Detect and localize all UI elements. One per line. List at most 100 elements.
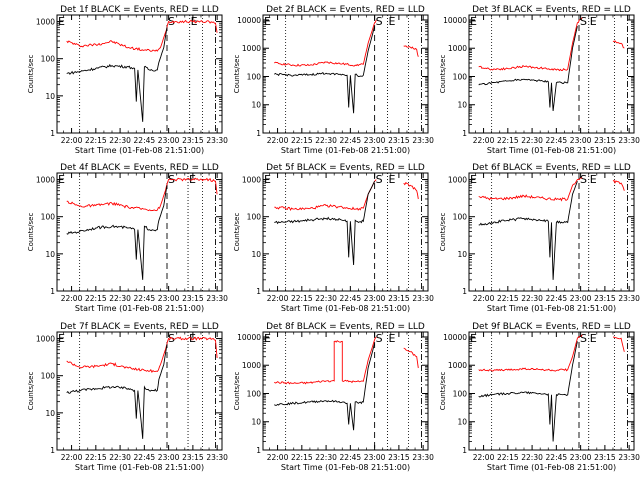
x-tick-label: 22:00 [473,294,495,303]
series-lld-line [478,334,583,372]
series-group [274,179,419,266]
x-tick-label: 23:30 [618,136,640,145]
x-axis-label: Start Time (01-Feb-08 21:51:00) [75,304,204,313]
panel-title: Det 7f BLACK = Events, RED = LLD [60,322,219,332]
series-events-line [274,343,376,431]
y-tick-label: 1 [50,446,55,455]
y-axis-label: Counts/sec [233,372,241,411]
y-tick-label: 100 [247,213,262,222]
marker-label-s: S [580,173,587,186]
y-tick-label: 10 [251,101,261,110]
y-tick-label: 1000 [242,361,261,370]
series-lld-line [478,177,583,202]
series-events-line [478,26,578,112]
x-tick-label: 22:30 [521,136,543,145]
x-tick-label: 22:15 [291,136,313,145]
x-tick-label: 23:00 [570,294,592,303]
y-tick-label: 100 [41,55,56,64]
x-tick-label: 23:30 [618,453,640,462]
x-tick-label: 22:15 [85,453,107,462]
y-tick-label: 100 [453,72,468,81]
series-lld-line [66,336,218,373]
series-group [66,177,218,280]
marker-label-e: E [389,332,396,345]
plot-frame [262,331,429,451]
x-axis-label: Start Time (01-Feb-08 21:51:00) [281,146,410,155]
series-events-line [478,341,578,442]
x-tick-label: 23:30 [412,294,434,303]
x-tick-label: 22:15 [497,294,519,303]
y-tick-label: 10 [457,250,467,259]
y-tick-label: 100 [41,213,56,222]
marker-label-s: S [168,332,175,345]
plot-frame [468,172,635,292]
x-tick-label: 23:00 [570,453,592,462]
y-tick-label: 10 [457,101,467,110]
x-tick-label: 23:30 [412,453,434,462]
x-tick-label: 23:00 [364,453,386,462]
x-tick-label: 22:45 [546,453,568,462]
y-tick-label: 100 [247,389,262,398]
x-tick-label: 23:15 [594,136,616,145]
x-tick-label: 22:30 [315,453,337,462]
x-tick-label: 23:15 [388,294,410,303]
panel-title: Det 4f BLACK = Events, RED = LLD [60,163,219,173]
plot-frame [262,14,429,134]
series-events-line [66,185,168,280]
x-tick-label: 23:15 [594,453,616,462]
marker-label-e: E [189,332,196,345]
y-tick-label: 1 [50,129,55,138]
marker-label-s: S [376,15,383,28]
x-tick-label: 23:30 [618,294,640,303]
series-group [478,334,625,442]
marker-label-s: S [376,332,383,345]
series-group [478,17,625,112]
series-lld-line [403,45,419,57]
x-axis-label: Start Time (01-Feb-08 21:51:00) [487,463,616,472]
series-lld-line [403,347,419,369]
series-group [66,336,218,439]
plot-frame [56,172,223,292]
x-tick-label: 23:00 [364,294,386,303]
marker-label-e: E [191,15,198,28]
y-tick-label: 1000 [242,44,261,53]
x-tick-label: 22:45 [134,453,156,462]
marker-label-e: E [590,173,597,186]
x-tick-label: 22:30 [109,453,131,462]
marker-label-e: E [389,173,396,186]
y-tick-label: 1 [256,446,261,455]
x-tick-label: 23:15 [388,136,410,145]
series-events-line [274,26,376,114]
y-tick-label: 100 [247,72,262,81]
x-tick-label: 22:30 [521,453,543,462]
y-axis-label: Counts/sec [27,55,35,94]
x-tick-label: 22:00 [267,294,289,303]
marker-label-s: S [168,15,175,28]
x-tick-label: 22:15 [497,453,519,462]
series-group [478,177,625,280]
series-events-line [66,27,168,122]
x-tick-label: 22:00 [61,294,83,303]
series-group [274,19,419,114]
x-tick-label: 22:45 [546,136,568,145]
x-tick-label: 22:00 [267,453,289,462]
y-tick-label: 1000 [448,44,467,53]
corner-marker-label: E [470,332,477,345]
y-tick-label: 10 [45,409,55,418]
x-tick-label: 22:15 [497,136,519,145]
x-tick-label: 22:15 [85,294,107,303]
y-tick-label: 10 [251,250,261,259]
plot-frame [262,172,429,292]
x-tick-label: 22:45 [134,136,156,145]
series-group [274,336,419,431]
x-axis-label: Start Time (01-Feb-08 21:51:00) [281,304,410,313]
series-lld-line [274,336,377,385]
marker-label-e: E [590,15,597,28]
y-tick-label: 10 [45,92,55,101]
